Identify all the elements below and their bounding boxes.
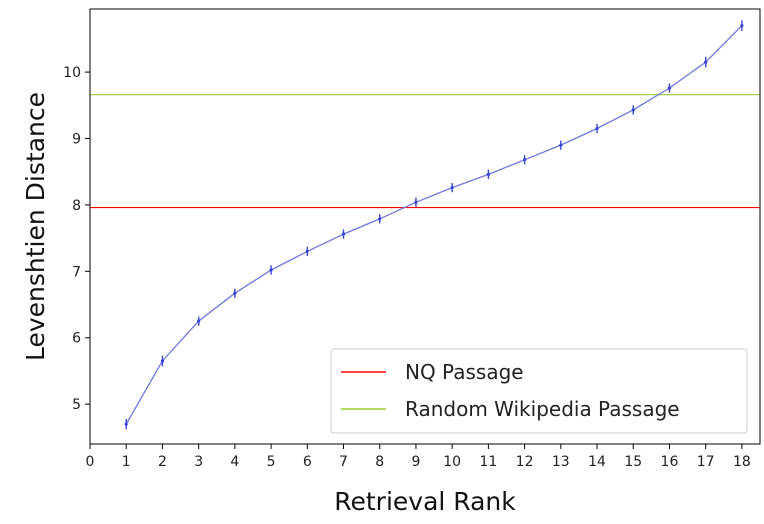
x-tick-label: 8 xyxy=(375,454,384,470)
y-tick-label: 10 xyxy=(63,65,81,81)
data-point xyxy=(486,172,490,176)
x-tick-label: 5 xyxy=(267,454,276,470)
x-tick-label: 12 xyxy=(516,454,534,470)
x-tick-label: 4 xyxy=(230,454,239,470)
x-tick-label: 0 xyxy=(86,454,95,470)
x-tick-label: 2 xyxy=(158,454,167,470)
data-point xyxy=(595,126,599,131)
y-tick-label: 8 xyxy=(72,198,81,214)
x-tick-label: 3 xyxy=(194,454,203,470)
y-tick-label: 7 xyxy=(72,264,81,280)
data-point xyxy=(740,24,744,28)
data-point xyxy=(631,108,635,112)
data-point xyxy=(704,60,708,64)
data-point xyxy=(124,422,128,426)
x-tick-label: 18 xyxy=(733,454,751,470)
y-tick-label: 6 xyxy=(72,331,81,347)
x-tick-label: 9 xyxy=(411,454,420,470)
legend-label-random-wikipedia-passage: Random Wikipedia Passage xyxy=(405,397,680,421)
x-tick-label: 1 xyxy=(122,454,131,470)
x-tick-label: 7 xyxy=(339,454,348,470)
data-point xyxy=(559,143,563,147)
x-tick-label: 11 xyxy=(479,454,497,470)
x-tick-label: 10 xyxy=(443,454,461,470)
data-point xyxy=(378,217,382,221)
data-point xyxy=(341,232,346,236)
x-axis-ticks: 0 1 2 3 4 5 6 7 8 9 10 11 12 13 14 15 16 17 18 xyxy=(86,444,751,470)
legend-box xyxy=(330,348,748,434)
y-tick-label: 5 xyxy=(72,397,81,413)
data-point xyxy=(667,86,672,90)
x-tick-label: 14 xyxy=(588,454,606,470)
data-point xyxy=(160,359,165,363)
y-tick-label: 9 xyxy=(72,132,81,148)
data-point xyxy=(233,291,237,295)
x-axis-label: Retrieval Rank xyxy=(334,487,516,516)
legend: NQ Passage Random Wikipedia Passage xyxy=(330,348,748,434)
data-point xyxy=(414,200,418,204)
data-point xyxy=(269,268,273,272)
data-point xyxy=(197,319,201,323)
data-point xyxy=(522,158,527,162)
x-tick-label: 13 xyxy=(552,454,570,470)
legend-label-nq-passage: NQ Passage xyxy=(405,360,524,384)
y-axis-ticks: 5 6 7 8 9 10 xyxy=(63,65,90,413)
x-tick-label: 15 xyxy=(624,454,642,470)
plot-area xyxy=(90,20,760,430)
data-point xyxy=(450,186,454,190)
x-tick-label: 17 xyxy=(697,454,715,470)
y-axis-label: Levenshtien Distance xyxy=(21,92,50,361)
x-tick-label: 16 xyxy=(661,454,679,470)
axes-frame xyxy=(89,8,761,445)
x-tick-label: 6 xyxy=(303,454,312,470)
series-line-0 xyxy=(125,25,743,425)
data-point xyxy=(305,249,309,254)
